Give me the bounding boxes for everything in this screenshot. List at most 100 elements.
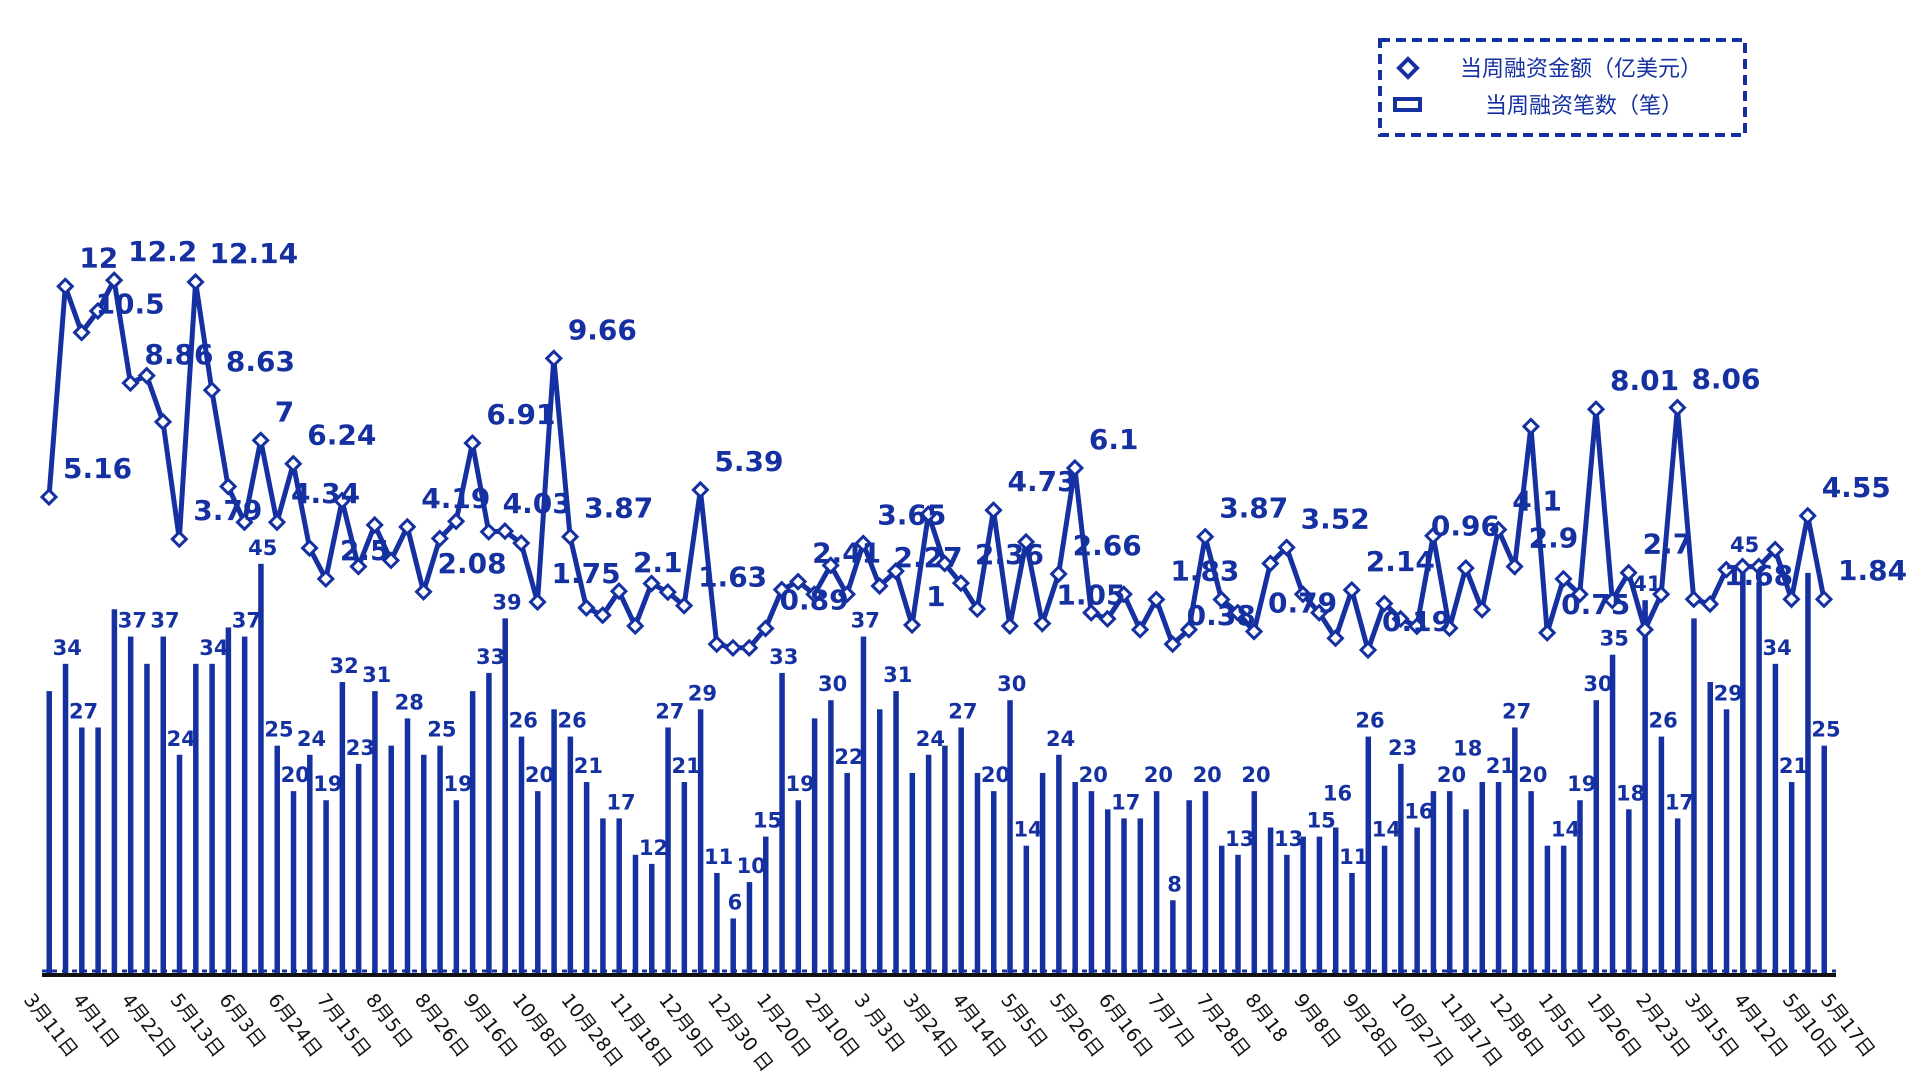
bar-value-label: 31 xyxy=(883,663,912,687)
line-value-label: 3.87 xyxy=(584,492,653,525)
line-value-label: 1.75 xyxy=(552,557,621,590)
bar xyxy=(1104,809,1111,973)
line-point-marker xyxy=(1782,590,1801,609)
line-point-marker xyxy=(1717,560,1736,579)
bar-value-label: 31 xyxy=(362,663,391,687)
line-value-label: 5.16 xyxy=(63,452,132,485)
bar-value-label: 17 xyxy=(1111,790,1140,814)
line-point-marker xyxy=(1749,557,1768,576)
line-value-label: 2.66 xyxy=(1073,529,1142,562)
amount-line xyxy=(46,272,1827,659)
bar xyxy=(779,672,785,973)
line-point-marker xyxy=(1798,506,1817,525)
line-point-marker xyxy=(968,599,987,619)
line-value-label: 2.14 xyxy=(1366,545,1435,578)
line-point-marker xyxy=(349,557,368,576)
line-point-marker xyxy=(788,572,808,591)
line-point-marker xyxy=(984,501,1003,520)
bar-value-label: 21 xyxy=(1486,754,1515,778)
bar-value-label: 26 xyxy=(509,709,538,733)
line-point-marker xyxy=(723,638,743,657)
bar xyxy=(990,791,997,973)
bar xyxy=(1398,763,1404,973)
bar xyxy=(1691,618,1697,973)
bar xyxy=(193,663,199,973)
bar-value-label: 13 xyxy=(1225,827,1254,851)
bar xyxy=(763,836,769,973)
bar xyxy=(1723,709,1730,973)
line-value-label: 0.19 xyxy=(1382,605,1451,638)
bar xyxy=(1316,836,1323,973)
line-point-marker xyxy=(1586,400,1606,419)
line-point-marker xyxy=(1375,594,1394,613)
line-point-marker xyxy=(153,412,173,431)
line-point-marker xyxy=(56,277,75,296)
bar-value-label: 19 xyxy=(443,772,472,796)
line-point-marker xyxy=(1358,640,1378,660)
bar xyxy=(1756,581,1762,973)
bar-value-label: 24 xyxy=(1046,727,1075,751)
line-value-label: 3.79 xyxy=(193,494,262,527)
line-value-label: 6.91 xyxy=(486,398,555,431)
bar xyxy=(209,663,215,973)
line-value-label: 1 xyxy=(926,580,945,613)
line-value-label: 2.7 xyxy=(1643,528,1693,561)
bar xyxy=(1267,827,1274,973)
bar xyxy=(404,718,411,973)
bar xyxy=(1772,663,1779,973)
bar-value-label: 21 xyxy=(1779,754,1808,778)
bar-value-label: 17 xyxy=(1665,790,1694,814)
bar xyxy=(535,791,541,973)
bar xyxy=(1463,809,1469,973)
line-point-marker xyxy=(1212,590,1231,609)
bar-value-label: 26 xyxy=(557,709,586,733)
line-point-marker xyxy=(528,592,547,612)
line-point-marker xyxy=(544,349,563,368)
line-point-marker xyxy=(707,635,726,654)
bar xyxy=(795,800,802,973)
bar-value-label: 34 xyxy=(1763,636,1792,660)
line-value-label: 1.68 xyxy=(1724,559,1793,592)
line-point-marker xyxy=(1016,532,1036,552)
x-axis xyxy=(42,969,1836,977)
line-point-marker xyxy=(1196,527,1215,546)
bar xyxy=(1039,772,1046,973)
bar xyxy=(1007,700,1013,973)
legend-label-count: 当周融资笔数（笔） xyxy=(1485,94,1683,119)
bar xyxy=(1235,854,1241,973)
bar xyxy=(144,663,150,973)
bar-value-label: 21 xyxy=(671,754,700,778)
line-point-marker xyxy=(316,569,335,588)
bar-value-label: 20 xyxy=(1193,763,1222,787)
bar xyxy=(1300,836,1306,973)
bar xyxy=(1121,818,1127,973)
line-value-label: 2.27 xyxy=(894,541,963,574)
bar xyxy=(1446,791,1453,973)
line-value-label: 2.08 xyxy=(438,547,507,580)
bar xyxy=(388,745,394,973)
line-value-label: 4.19 xyxy=(421,482,490,515)
bar xyxy=(518,736,525,973)
bar xyxy=(1365,736,1372,973)
bar-value-label: 45 xyxy=(1730,533,1759,557)
bar xyxy=(1088,791,1095,973)
bar xyxy=(828,700,834,973)
bar xyxy=(974,772,981,973)
bar-value-label: 11 xyxy=(704,845,733,869)
line-value-label: 12 xyxy=(79,241,118,274)
bar xyxy=(1788,782,1795,973)
line-series xyxy=(39,271,1834,660)
line-point-marker xyxy=(674,596,694,615)
line-point-marker xyxy=(463,433,482,453)
line-point-marker xyxy=(821,556,840,575)
bar xyxy=(1056,754,1062,973)
bar xyxy=(62,663,69,973)
line-point-marker xyxy=(1130,620,1150,639)
bar xyxy=(942,745,948,973)
line-point-marker xyxy=(609,582,629,601)
bar xyxy=(127,636,134,973)
line-point-marker xyxy=(446,512,466,531)
line-point-marker xyxy=(88,301,107,321)
bar xyxy=(844,772,850,973)
